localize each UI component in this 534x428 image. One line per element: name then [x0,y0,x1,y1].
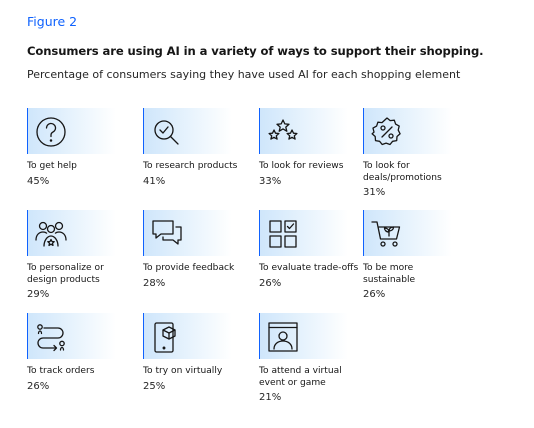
figure-subtitle: Percentage of consumers saying they have… [27,68,461,81]
tile-percentage: 26% [27,380,50,392]
magnifier-check-icon [154,120,179,145]
stars-icon [268,119,298,140]
icon-box [27,210,116,256]
tile-percentage: 28% [143,277,166,289]
tile-provide-feedback: To provide feedback 28% [143,210,243,289]
icon-box [259,313,348,359]
tile-percentage: 31% [363,187,386,198]
people-star-icon [35,221,67,247]
tile-percentage: 26% [259,277,282,289]
figure-title: Consumers are using AI in a variety of w… [27,44,484,58]
percent-badge-icon [371,117,401,146]
grid-checkbox-icon [269,220,297,248]
tile-label: To be more sustainable [363,263,416,285]
icon-box [363,108,452,154]
tile-label: To personalize or design products [27,263,104,285]
tile-label: To look for reviews [259,161,344,171]
tile-label: To get help [27,161,77,171]
icon-box [27,313,116,359]
question-mark-icon [36,117,66,147]
route-icon [37,324,65,352]
virtual-event-icon [268,322,298,352]
tile-look-for-reviews: To look for reviews 33% [259,108,359,187]
icon-box [363,210,452,256]
tile-deals-promotions: To look for deals/promotions 31% [363,108,463,198]
tile-percentage: 26% [363,289,386,300]
tile-label: To attend a virtual event or game [259,366,342,388]
icon-box [259,210,348,256]
tile-percentage: 41% [143,175,166,187]
cart-leaf-icon [371,221,401,247]
phone-cube-icon [154,322,176,353]
tile-label: To research products [143,161,238,171]
tile-label: To track orders [27,366,95,376]
tile-label: To provide feedback [143,263,235,273]
icon-box [259,108,348,154]
tile-label: To evaluate trade-offs [259,263,359,273]
tile-percentage: 33% [259,175,282,187]
tile-track-orders: To track orders 26% [27,313,127,392]
tile-research-products: To research products 41% [143,108,243,187]
figure-label: Figure 2 [27,14,78,29]
tile-personalize-design: To personalize or design products 29% [27,210,127,300]
tile-label: To try on virtually [143,366,223,376]
tile-percentage: 21% [259,392,282,403]
tile-percentage: 25% [143,380,166,392]
icon-box [143,210,232,256]
icon-box [143,313,232,359]
tile-evaluate-tradeoffs: To evaluate trade-offs 26% [259,210,359,289]
icon-box [27,108,116,154]
tile-percentage: 29% [27,289,50,300]
icon-box [143,108,232,154]
tile-sustainable: To be more sustainable 26% [363,210,463,300]
tile-label: To look for deals/promotions [363,161,442,183]
chat-bubbles-icon [152,220,182,245]
tile-try-on-virtually: To try on virtually 25% [143,313,243,392]
tile-percentage: 45% [27,175,50,187]
tile-virtual-event: To attend a virtual event or game 21% [259,313,359,403]
tile-get-help: To get help 45% [27,108,127,187]
